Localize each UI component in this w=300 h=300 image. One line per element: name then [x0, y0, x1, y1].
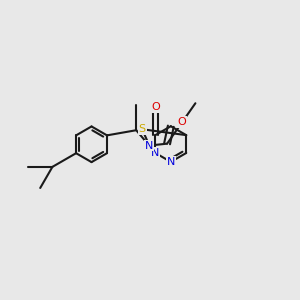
Text: N: N: [151, 148, 160, 158]
Text: N: N: [145, 140, 154, 151]
Text: O: O: [151, 102, 160, 112]
Text: O: O: [178, 117, 187, 127]
Text: S: S: [139, 124, 146, 134]
Text: N: N: [167, 157, 175, 167]
